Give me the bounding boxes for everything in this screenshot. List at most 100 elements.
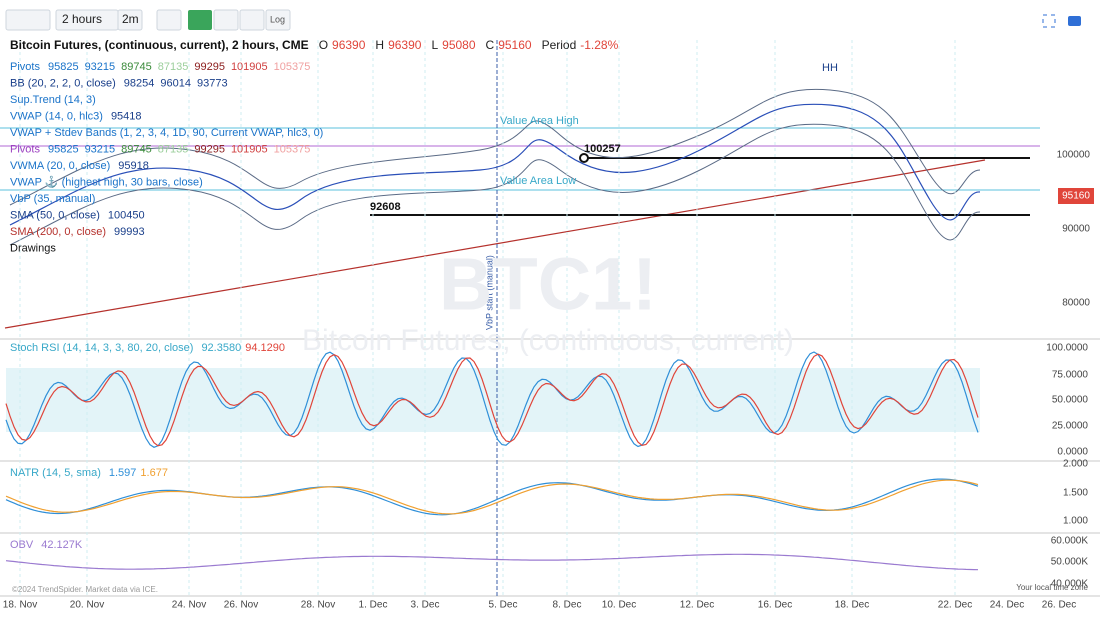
pane-tick-label: 50.0000 <box>1052 395 1089 406</box>
legend-name: BB (20, 2, 2, 0, close) <box>10 77 116 89</box>
ohlc-value: 96390 <box>332 38 366 52</box>
legend-name: Pivots <box>10 143 40 155</box>
legend-value: 93773 <box>197 77 228 89</box>
range-button[interactable] <box>117 9 143 31</box>
legend-name: Pivots <box>10 61 40 73</box>
annotation: Value Area High <box>500 115 579 127</box>
legend-value: 101905 <box>231 143 268 155</box>
period-value: -1.28% <box>580 38 618 52</box>
legend-value: 89745 <box>121 61 152 73</box>
date-label: 3. Dec <box>411 600 440 611</box>
legend-name: Sup.Trend (14, 3) <box>10 94 96 106</box>
legend-value: 99295 <box>194 61 225 73</box>
range-label: 2m <box>122 12 139 26</box>
log-button[interactable] <box>265 9 291 31</box>
legend-value: 95918 <box>118 160 149 172</box>
legend-value: 98254 <box>124 77 155 89</box>
legend-value: 105375 <box>274 61 311 73</box>
date-label: 10. Dec <box>602 600 636 611</box>
draw-button[interactable] <box>239 9 265 31</box>
legend-value: 95825 <box>48 61 79 73</box>
legend-value: 87135 <box>158 61 189 73</box>
ohlc-value: 95160 <box>498 38 532 52</box>
price-tick-label: 100000 <box>1057 150 1091 161</box>
date-label: 26. Nov <box>224 600 258 611</box>
tool-button[interactable] <box>188 10 212 30</box>
pane-value: 94.1290 <box>245 342 285 354</box>
last-price-box <box>1058 188 1094 204</box>
legend-name: SMA (200, 0, close) <box>10 226 106 238</box>
pane-tick-label: 1.500 <box>1063 488 1088 499</box>
watermark: BTC1! <box>439 243 657 326</box>
legend-value: 99295 <box>194 143 225 155</box>
last-price: 95160 <box>1062 191 1090 202</box>
legend-value: 96014 <box>160 77 191 89</box>
pane-name: NATR (14, 5, sma) <box>10 467 101 479</box>
date-label: 18. Dec <box>835 600 869 611</box>
legend-name: Drawings <box>10 242 56 254</box>
legend-name: VbP (35, manual) <box>10 193 95 205</box>
annotation: 100257 <box>584 143 621 155</box>
legend-name: VWAP + Stdev Bands (1, 2, 3, 4, 1D, 90, … <box>10 127 323 139</box>
pane-value: 92.3580 <box>201 342 241 354</box>
pane-value: 42.127K <box>41 539 83 551</box>
legend-value: 87135 <box>158 143 189 155</box>
legend-value: 105375 <box>274 143 311 155</box>
sma-200-line <box>4 159 986 329</box>
natr-line <box>5 478 979 516</box>
pane-tick-label: 25.0000 <box>1052 421 1089 432</box>
pane-tick-label: 0.0000 <box>1057 447 1088 458</box>
legend-name: VWAP (14, 0, hlc3) <box>10 110 103 122</box>
annotation: VbP start (manual) <box>484 255 494 330</box>
level-anchor <box>579 153 589 163</box>
price-tick-label: 90000 <box>1062 224 1090 235</box>
ohlc-label: H <box>375 38 384 52</box>
legend-name: VWAP ⚓ (highest high, 30 bars, close) <box>10 175 203 188</box>
bollinger-lower <box>9 123 981 246</box>
legend-name: VWMA (20, 0, close) <box>10 160 110 172</box>
pane-tick-label: 40.000K <box>1051 579 1089 590</box>
date-label: 1. Dec <box>359 600 388 611</box>
legend-value: 93215 <box>85 143 116 155</box>
price-tick-label: 80000 <box>1062 298 1090 309</box>
legend-value: 93215 <box>85 61 116 73</box>
date-label: 20. Nov <box>70 600 104 611</box>
pane-name: OBV <box>10 539 34 551</box>
watermark: Bitcoin Futures, (continuous, current) <box>302 324 794 357</box>
clock-button[interactable] <box>213 9 239 31</box>
date-label: 16. Dec <box>758 600 792 611</box>
camera-button[interactable] <box>1068 16 1081 26</box>
legend-value: 99993 <box>114 226 145 238</box>
settings-button[interactable] <box>156 9 182 31</box>
chart-type-button[interactable] <box>5 9 51 31</box>
pane-value: 1.597 <box>109 467 137 479</box>
natr-signal-line <box>5 479 979 515</box>
pane-name: Stoch RSI (14, 14, 3, 3, 80, 20, close) <box>10 342 193 354</box>
pane-tick-label: 60.000K <box>1051 536 1089 547</box>
legend-name: SMA (50, 0, close) <box>10 209 100 221</box>
bollinger-upper <box>9 88 981 206</box>
obv-line <box>5 553 979 571</box>
fullscreen-button[interactable] <box>1042 14 1056 28</box>
stoch-k-line <box>5 351 979 448</box>
pane-tick-label: 100.0000 <box>1046 343 1088 354</box>
ohlc-value: 95080 <box>442 38 476 52</box>
annotation: 92608 <box>370 201 401 213</box>
legend-value: 95418 <box>111 110 142 122</box>
log-label: Log <box>270 14 285 24</box>
date-label: 24. Dec <box>990 600 1024 611</box>
annotation: HH <box>822 62 838 74</box>
ohlc-label: C <box>486 38 495 52</box>
copyright: ©2024 TrendSpider. Market data via ICE. <box>12 585 158 594</box>
ohlc-label: O <box>319 38 328 52</box>
annotation: Value Area Low <box>500 175 576 187</box>
date-label: 28. Nov <box>301 600 335 611</box>
pane-tick-label: 2.000 <box>1063 459 1088 470</box>
legend-value: 100450 <box>108 209 145 221</box>
date-label: 12. Dec <box>680 600 714 611</box>
legend-value: 95825 <box>48 143 79 155</box>
legend-value: 89745 <box>121 143 152 155</box>
pane-tick-label: 1.000 <box>1063 516 1088 527</box>
